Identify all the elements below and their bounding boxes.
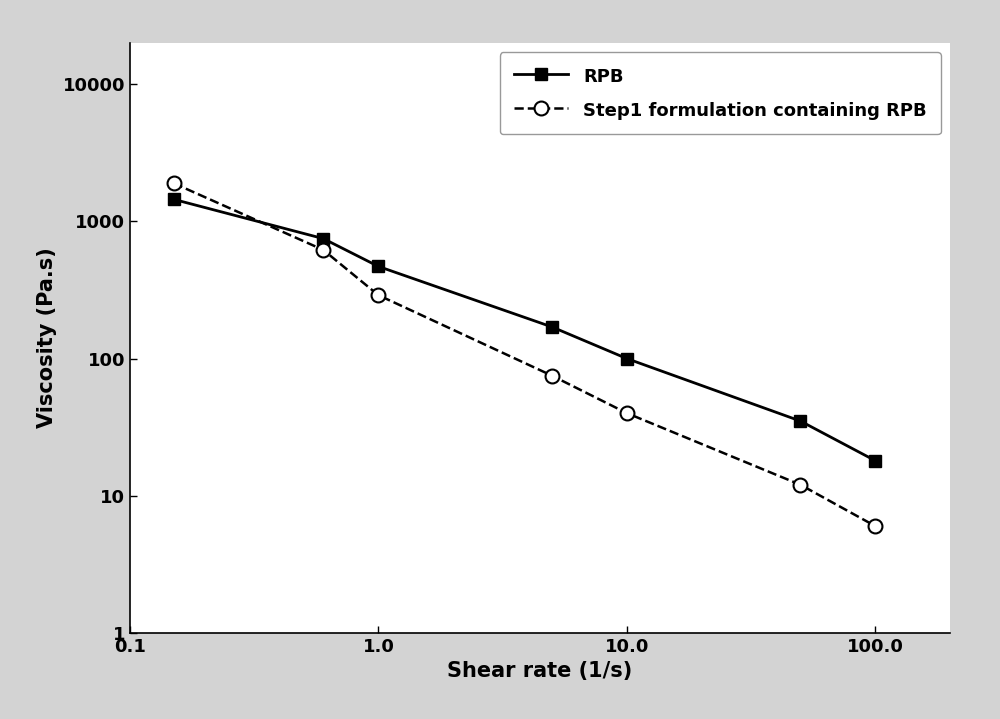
Step1 formulation containing RPB xyxy=(372,291,384,300)
Step1 formulation containing RPB xyxy=(869,522,881,531)
X-axis label: Shear rate (1/s): Shear rate (1/s) xyxy=(447,661,633,681)
Legend: RPB, Step1 formulation containing RPB: RPB, Step1 formulation containing RPB xyxy=(500,52,941,134)
RPB xyxy=(168,195,180,203)
RPB xyxy=(372,262,384,271)
Line: Step1 formulation containing RPB: Step1 formulation containing RPB xyxy=(167,176,882,533)
Step1 formulation containing RPB xyxy=(546,372,558,380)
RPB xyxy=(621,354,633,363)
RPB xyxy=(317,234,329,243)
Y-axis label: Viscosity (Pa.s): Viscosity (Pa.s) xyxy=(37,247,57,429)
RPB xyxy=(869,457,881,465)
RPB xyxy=(546,323,558,331)
Step1 formulation containing RPB xyxy=(168,179,180,188)
Line: RPB: RPB xyxy=(167,193,881,467)
RPB xyxy=(794,417,806,426)
Step1 formulation containing RPB xyxy=(317,246,329,255)
Step1 formulation containing RPB xyxy=(621,409,633,418)
Step1 formulation containing RPB xyxy=(794,480,806,489)
